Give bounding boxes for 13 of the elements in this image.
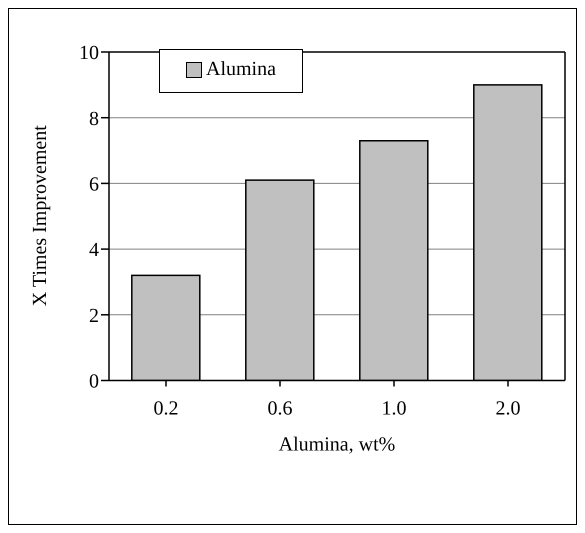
x-tick-label: 0.6 [268,398,292,420]
x-tick-label: 0.2 [154,398,178,420]
y-axis-title: X Times Improvement [29,124,52,306]
y-tick-label: 2 [89,304,99,327]
x-tick-label: 2.0 [496,398,520,420]
y-tick-label: 6 [89,174,99,196]
legend-label: Alumina [205,58,276,81]
y-tick-label: 8 [89,108,99,130]
y-tick-label: 4 [89,239,99,262]
x-tick-label: 1.0 [382,398,406,420]
y-tick-label: 0 [89,370,99,393]
x-axis-title: Alumina, wt% [278,434,396,456]
y-tick-label: 10 [79,42,99,64]
